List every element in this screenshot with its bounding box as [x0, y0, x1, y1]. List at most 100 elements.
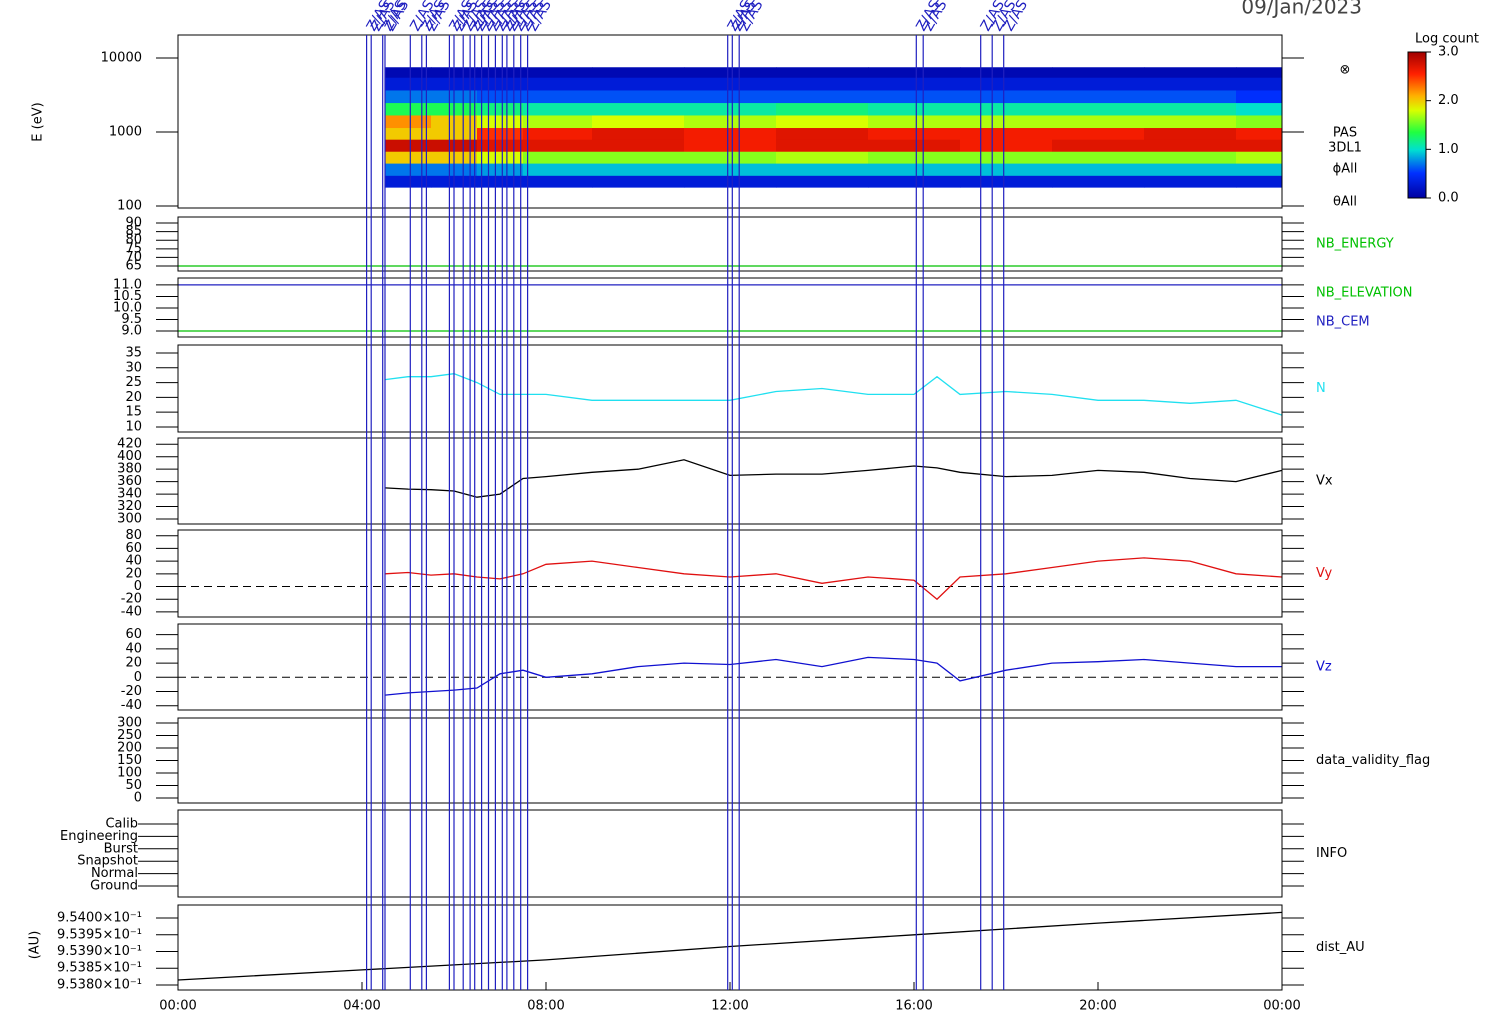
spectrogram-cell — [684, 114, 777, 129]
spectrogram-cell — [592, 175, 685, 188]
spectrogram-cell — [1236, 89, 1283, 104]
panel-frame — [177, 34, 1283, 209]
spectrogram-cell — [868, 127, 961, 140]
spectrogram-cell — [592, 139, 685, 152]
panel-frame — [177, 216, 1283, 272]
y-tick-label: 60 — [125, 541, 142, 556]
spectrogram-cell — [776, 175, 869, 188]
series-label: NB_ELEVATION — [1316, 286, 1413, 301]
data-line — [384, 557, 1283, 601]
series-label: dist_AU — [1316, 940, 1365, 955]
spectrogram-cell — [1144, 67, 1237, 78]
panel-frame — [177, 344, 1283, 433]
colorbar-tick-label: 3.0 — [1438, 45, 1459, 60]
spectrogram-cell — [592, 127, 685, 140]
spectrogram-cell — [868, 175, 961, 188]
y-tick-label: 300 — [117, 512, 142, 527]
spectrogram-cell — [1144, 127, 1237, 140]
spectrogram-cell — [1236, 127, 1283, 140]
x-tick-label: 20:00 — [1079, 999, 1116, 1014]
spectrogram-cell — [385, 139, 432, 152]
spectrogram-cell — [960, 77, 1053, 91]
spectrogram-cell — [1052, 102, 1145, 116]
spectrogram-cell — [1052, 67, 1145, 78]
y-tick-label: 360 — [117, 474, 142, 489]
y-tick-label: 400 — [117, 449, 142, 464]
y-tick-label: 90 — [125, 216, 142, 231]
y-tick-label: 150 — [117, 753, 142, 768]
y-tick-label: -40 — [121, 604, 142, 619]
spectrogram-cell — [960, 139, 1053, 152]
y-tick-label: 9.5 — [121, 312, 142, 327]
y-tick-label: 30 — [125, 360, 142, 375]
y-tick-label: Calib — [105, 817, 138, 832]
y-tick-label: Burst — [104, 841, 138, 856]
y-tick-label: 10 — [125, 419, 142, 434]
spectrogram-cell — [960, 151, 1053, 164]
spectrogram-cell — [477, 163, 524, 176]
spectrogram-cell — [776, 67, 869, 78]
spectrogram-cell — [960, 114, 1053, 129]
y-tick-label: 100 — [117, 199, 142, 214]
y-tick-label: 10000 — [101, 51, 142, 66]
spectrogram-cell — [1052, 163, 1145, 176]
spectrogram-cell — [1144, 139, 1237, 152]
y-tick-label: 20 — [125, 390, 142, 405]
spectrogram-cell — [477, 139, 524, 152]
spectrogram-cell — [1236, 102, 1283, 116]
y-tick-label: 200 — [117, 741, 142, 756]
spectrogram-cell — [960, 163, 1053, 176]
panel-frame — [177, 904, 1283, 991]
spectrogram-cell — [592, 67, 685, 78]
spectrogram-cell — [684, 89, 777, 104]
y-tick-label: 50 — [125, 778, 142, 793]
spectrogram-cell — [477, 127, 524, 140]
panel-frame — [177, 809, 1283, 898]
spectrogram-cell — [1052, 89, 1145, 104]
panel-label: INFO — [1316, 846, 1347, 861]
series-label: N — [1316, 381, 1326, 396]
spectrogram-cell — [1236, 163, 1283, 176]
annotation: ⊗ — [1340, 63, 1351, 78]
spectrogram-cell — [1052, 139, 1145, 152]
spectrogram-cell — [960, 89, 1053, 104]
spectrogram-cell — [385, 175, 432, 188]
y-tick-label: 25 — [125, 375, 142, 390]
spectrogram-cell — [868, 89, 961, 104]
spectrogram-cell — [477, 114, 524, 129]
annotation: θAll — [1333, 195, 1357, 210]
spectrogram-cell — [523, 151, 593, 164]
spectrogram-cell — [1052, 77, 1145, 91]
y-tick-label: 60 — [125, 627, 142, 642]
spectrogram-cell — [477, 67, 524, 78]
spectrogram-cell — [776, 163, 869, 176]
spectrogram-cell — [960, 67, 1053, 78]
y-tick-label: 9.5380×10⁻¹ — [57, 977, 142, 992]
series-label: Vx — [1316, 474, 1333, 489]
y-tick-label: 320 — [117, 499, 142, 514]
data-line — [384, 459, 1283, 498]
spectrogram-cell — [960, 127, 1053, 140]
spectrogram-cell — [477, 89, 524, 104]
spectrogram-cell — [523, 114, 593, 129]
x-tick-label: 00:00 — [1263, 999, 1300, 1014]
spectrogram-cell — [684, 77, 777, 91]
y-axis-title: (AU) — [28, 931, 43, 960]
x-tick-label: 16:00 — [895, 999, 932, 1014]
y-tick-label: 100 — [117, 766, 142, 781]
spectrogram-cell — [1144, 89, 1237, 104]
y-tick-label: 65 — [125, 259, 142, 274]
spectrogram-cell — [1052, 175, 1145, 188]
spectrogram-cell — [684, 139, 777, 152]
spectrogram-cell — [684, 127, 777, 140]
spectrogram-cell — [523, 163, 593, 176]
spectrogram-cell — [960, 102, 1053, 116]
spectrogram-cell — [385, 89, 432, 104]
spectrogram-cell — [592, 163, 685, 176]
series-label: NB_ENERGY — [1316, 237, 1394, 252]
spectrogram-cell — [523, 127, 593, 140]
spectrogram-cell — [684, 163, 777, 176]
y-tick-label: 70 — [125, 250, 142, 265]
colorbar-tick-label: 0.0 — [1438, 191, 1459, 206]
spectrogram-cell — [1236, 67, 1283, 78]
